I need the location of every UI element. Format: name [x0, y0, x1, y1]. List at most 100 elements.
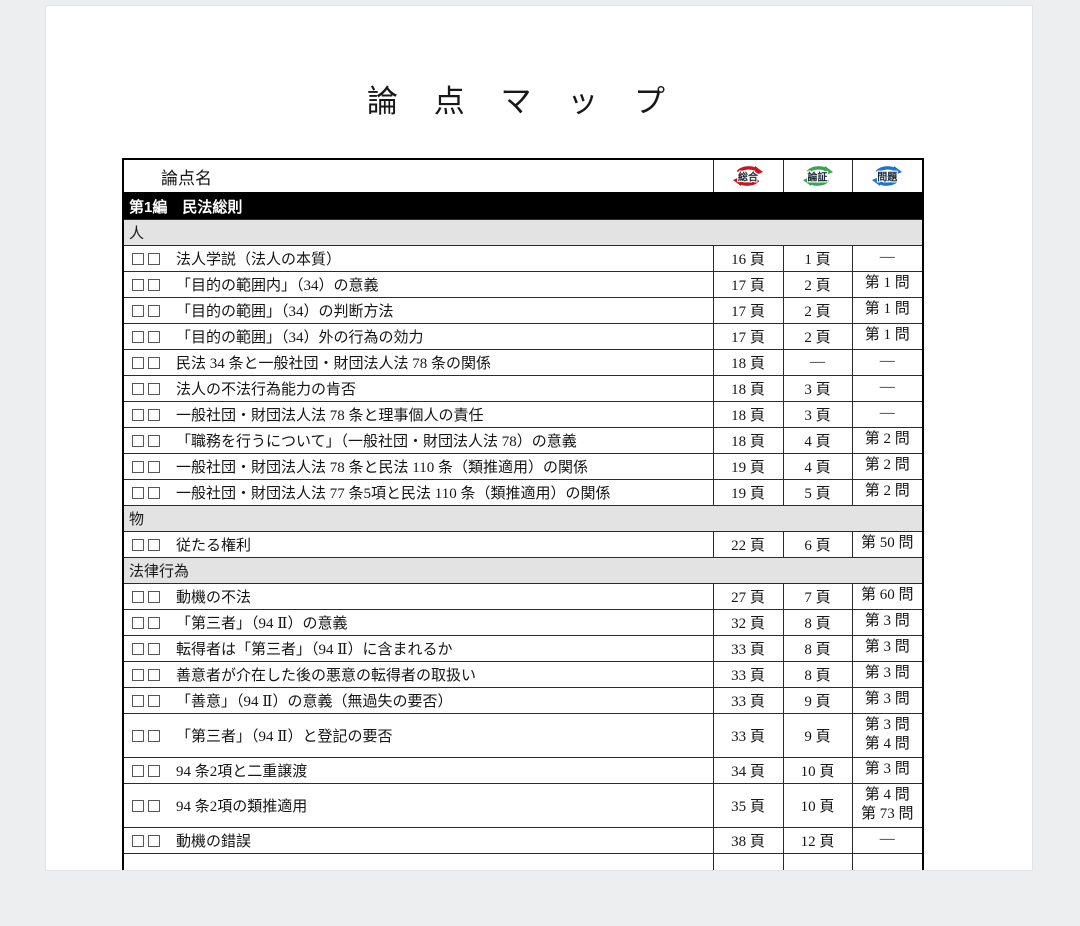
exam-number: 第 3 問: [864, 691, 910, 708]
sogo-page-cell: 17 頁: [712, 270, 784, 298]
mondai-cell: ―: [851, 826, 924, 854]
checkbox: [132, 764, 144, 777]
sogo-page-cell: 19 頁: [712, 452, 784, 480]
exam-number: ―: [879, 831, 895, 848]
table-header-row: 論点名 総合 論証 問題: [122, 158, 924, 194]
topic-name-cell: 動機の不法: [122, 582, 714, 610]
section-label: 人: [122, 218, 924, 246]
checkbox: [148, 834, 160, 847]
sogo-page-cell: 18 頁: [712, 400, 784, 428]
checkbox: [132, 694, 144, 707]
sogo-page-cell: 17 頁: [712, 296, 784, 324]
topic-name-cell: 民法 34 条と一般社団・財団法人法 78 条の関係: [122, 348, 714, 376]
mondai-cell: 第 3 問: [851, 660, 924, 688]
exam-number: 第 3 問: [864, 613, 910, 630]
topic-name: 「職務を行うについて」（一般社団・財団法人法 78）の意義: [176, 433, 577, 450]
checkbox: [148, 434, 160, 447]
cycle-arrows-glyph: [733, 166, 763, 186]
topic-name: 転得者は「第三者」（94 Ⅱ）に含まれるか: [176, 641, 453, 658]
sogo-page-cell: 27 頁: [712, 582, 784, 610]
sogo-page-cell: 22 頁: [712, 530, 784, 558]
topic-name-cell: 「第三者」（94 Ⅱ）と登記の要否: [122, 712, 714, 758]
ronsho-page-cell: 5 頁: [782, 478, 853, 506]
topic-name: 「善意」（94 Ⅱ）の意義（無過失の要否）: [176, 693, 453, 710]
topic-name: 法人学説（法人の本質）: [176, 251, 342, 268]
exam-number: 第 3 問: [864, 639, 910, 656]
document-page: 論 点 マ ッ プ 論点名 総合 論証 問題 第1編 民法総則人法人学説（法人の…: [45, 5, 1033, 871]
checkbox: [132, 642, 144, 655]
mondai-cell: ―: [851, 374, 924, 402]
cycle-icon-label: 論証: [807, 172, 828, 184]
sogo-page-cell: 33 頁: [712, 634, 784, 662]
mondai-cell: 第 60 問: [851, 582, 924, 610]
sogo-page-cell: 35 頁: [712, 782, 784, 828]
section-row: 法律行為: [122, 556, 924, 584]
exam-number: 第 4 問: [864, 786, 910, 803]
checkbox: [148, 590, 160, 603]
topic-name-cell: 「目的の範囲」（34）外の行為の効力: [122, 322, 714, 350]
topic-name: 動機の錯誤: [176, 833, 252, 850]
exam-number: ―: [879, 405, 895, 422]
section-label: 法律行為: [122, 556, 924, 584]
checkbox: [132, 799, 144, 812]
ronsho-page-cell: 8 頁: [782, 634, 853, 662]
mondai-cell: 第 3 問: [851, 686, 924, 714]
mondai-cell: 第 2 問: [851, 478, 924, 506]
ronsho-page-cell: 8 頁: [782, 660, 853, 688]
checkbox: [148, 668, 160, 681]
cycle-arrows-icon: 論証: [801, 164, 835, 188]
checkbox: [132, 278, 144, 291]
ronsho-page-cell: 4 頁: [782, 426, 853, 454]
mondai-cell: 第 3 問第 4 問: [851, 712, 924, 758]
section-row: 人: [122, 218, 924, 246]
topic-name-cell: 善意者が介在した後の悪意の転得者の取扱い: [122, 660, 714, 688]
topic-name-header: 論点名: [122, 158, 714, 194]
empty-cell: [712, 852, 784, 870]
mondai-cell: 第 3 問: [851, 634, 924, 662]
checkbox: [148, 408, 160, 421]
sogo-page-cell: 33 頁: [712, 686, 784, 714]
topic-name: 94 条2項の類推適用: [176, 798, 308, 815]
exam-number: 第 2 問: [864, 483, 910, 500]
mondai-cell: ―: [851, 348, 924, 376]
exam-number: 第 1 問: [864, 275, 910, 292]
topic-name-cell: 一般社団・財団法人法 77 条5項と民法 110 条（類推適用）の関係: [122, 478, 714, 506]
exam-number: 第 4 問: [864, 736, 910, 752]
mondai-cell: ―: [851, 244, 924, 272]
checkbox: [132, 834, 144, 847]
ronsho-page-cell: 2 頁: [782, 270, 853, 298]
empty-cell: [122, 852, 714, 870]
checkbox: [148, 729, 160, 742]
checkbox: [148, 252, 160, 265]
topic-name-cell: 動機の錯誤: [122, 826, 714, 854]
sogo-page-cell: 18 頁: [712, 374, 784, 402]
topic-name-cell: 「善意」（94 Ⅱ）の意義（無過失の要否）: [122, 686, 714, 714]
checkbox: [148, 799, 160, 812]
ronsho-page-cell: 2 頁: [782, 322, 853, 350]
exam-number: ―: [879, 379, 895, 396]
checkbox: [132, 434, 144, 447]
sogo-page-cell: 34 頁: [712, 756, 784, 784]
topic-name-cell: 法人学説（法人の本質）: [122, 244, 714, 272]
exam-number: 第 50 問: [860, 535, 914, 552]
topic-row: 動機の錯誤 38 頁 12 頁 ―: [122, 826, 924, 854]
topic-name-cell: 「目的の範囲内」（34）の意義: [122, 270, 714, 298]
checkbox: [148, 486, 160, 499]
exam-number: 第 73 問: [860, 806, 914, 822]
exam-number: 第 3 問: [864, 716, 910, 733]
checkbox: [148, 330, 160, 343]
checkbox: [132, 616, 144, 629]
part-label: 第1編 民法総則: [122, 192, 924, 220]
checkbox: [148, 538, 160, 551]
